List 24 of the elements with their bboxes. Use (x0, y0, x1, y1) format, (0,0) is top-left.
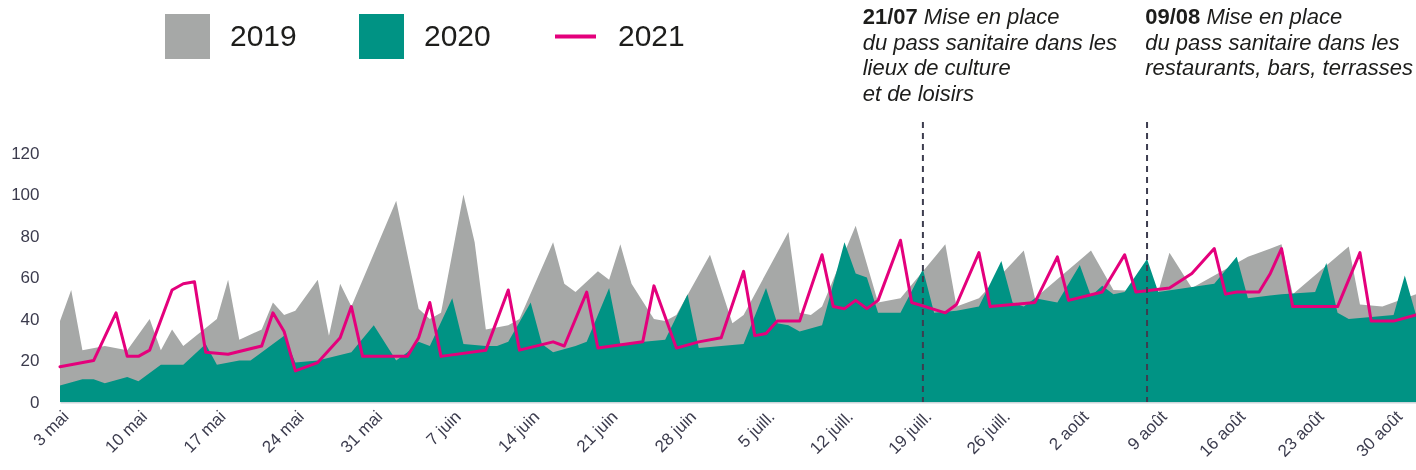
x-tick-label: 31 mai (336, 407, 387, 457)
ref-line-label: 21/07 Mise en place du pass sanitaire dans les lieux de culture et de loisirs (862, 4, 1118, 106)
x-tick-label: 14 juin (494, 407, 544, 456)
y-tick-label: 100 (11, 185, 40, 205)
x-tick-label: 10 mai (101, 407, 151, 457)
y-tick-label: 80 (20, 226, 40, 246)
x-tick-label: 28 juin (651, 407, 701, 456)
legend-label: 2019 (230, 18, 297, 52)
y-tick-label: 40 (20, 309, 40, 329)
x-tick-label: 12 juill. (806, 407, 857, 458)
y-tick-label: 60 (20, 268, 40, 288)
x-tick-label: 5 juill. (734, 407, 779, 452)
ref-line-label: 09/08 Mise en place du pass sanitaire dans les restaurants, bars, terrasses (1145, 4, 1414, 80)
legend-label: 2020 (424, 18, 491, 52)
x-tick-label: 17 mai (179, 407, 230, 457)
x-tick-label: 19 juill. (884, 407, 936, 458)
x-tick-label: 24 mai (258, 407, 308, 457)
legend-label: 2021 (618, 18, 685, 52)
y-tick-label: 120 (11, 143, 40, 163)
x-tick-label: 21 juin (572, 407, 622, 456)
line-series (58, 238, 1416, 373)
x-tick-label: 26 juill. (963, 407, 1014, 458)
y-tick-label: 20 (20, 351, 40, 371)
x-tick-label: 7 juin (422, 407, 465, 450)
